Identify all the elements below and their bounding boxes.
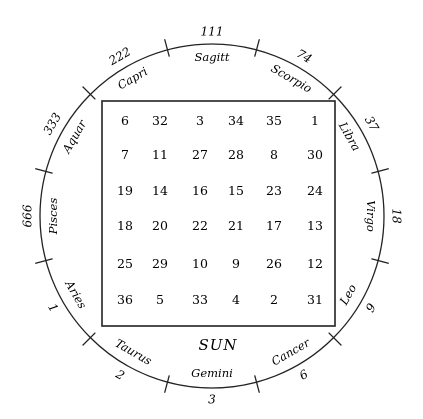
zodiac-divider xyxy=(82,86,96,100)
zodiac-divider xyxy=(35,258,53,264)
square-cell: 33 xyxy=(192,292,208,307)
square-cell: 11 xyxy=(152,147,168,162)
zodiac-sign-label: Pisces xyxy=(46,198,60,236)
zodiac-sign-label: Gemini xyxy=(191,366,233,380)
square-cell: 12 xyxy=(307,256,323,271)
zodiac-number-label: 111 xyxy=(201,25,224,39)
square-cell: 26 xyxy=(266,256,282,271)
square-cell: 25 xyxy=(117,256,133,271)
zodiac-divider xyxy=(254,39,260,57)
square-cell: 31 xyxy=(307,292,323,307)
zodiac-number-label: 1 xyxy=(45,301,61,315)
zodiac-divider xyxy=(82,332,96,346)
zodiac-sign-label: Scorpio xyxy=(269,61,315,96)
zodiac-divider xyxy=(254,375,260,393)
square-cell: 36 xyxy=(117,292,133,307)
zodiac-sign-label: Taurus xyxy=(113,336,155,368)
zodiac-number-label: 666 xyxy=(21,204,35,227)
square-cell: 21 xyxy=(228,218,244,233)
zodiac-divider xyxy=(328,332,342,346)
square-cell: 34 xyxy=(228,113,244,128)
zodiac-number-label: 74 xyxy=(294,46,314,66)
square-cell: 5 xyxy=(156,292,164,307)
square-cell: 30 xyxy=(307,147,323,162)
square-cell: 27 xyxy=(192,147,208,162)
zodiac-divider xyxy=(35,168,53,174)
zodiac-sign-label: Leo xyxy=(336,282,359,308)
zodiac-sign-label: Libra xyxy=(335,119,363,154)
square-cell: 7 xyxy=(121,147,129,162)
square-cell: 9 xyxy=(232,256,240,271)
zodiac-number-label: 37 xyxy=(362,114,382,135)
zodiac-sign-label: Cancer xyxy=(269,335,314,369)
square-cell: 17 xyxy=(266,218,282,233)
zodiac-sign-label: Capri xyxy=(115,64,150,92)
zodiac-number-label: 2 xyxy=(113,366,127,382)
square-cell: 32 xyxy=(152,113,168,128)
square-cell: 8 xyxy=(270,147,278,162)
square-cell: 20 xyxy=(152,218,168,233)
square-cell: 2 xyxy=(270,292,278,307)
zodiac-divider xyxy=(371,258,389,264)
square-cell: 19 xyxy=(117,183,133,198)
zodiac-number-label: 3 xyxy=(208,393,216,407)
square-cell: 3 xyxy=(196,113,204,128)
square-cell: 13 xyxy=(307,218,323,233)
square-cell: 28 xyxy=(228,147,244,162)
zodiac-divider xyxy=(164,39,170,57)
zodiac-sign-label: Sagitt xyxy=(194,50,229,64)
square-cell: 24 xyxy=(307,183,323,198)
square-cell: 18 xyxy=(117,218,133,233)
square-cell: 22 xyxy=(192,218,208,233)
zodiac-number-label: 18 xyxy=(390,208,404,224)
square-caption: SUN xyxy=(198,336,237,354)
zodiac-number-label: 9 xyxy=(363,301,379,315)
zodiac-dividers xyxy=(35,39,389,393)
square-cell: 4 xyxy=(232,292,240,307)
magic-square-frame xyxy=(101,100,336,327)
zodiac-sign-label: Virgo xyxy=(364,200,378,232)
square-cell: 35 xyxy=(266,113,282,128)
square-cell: 6 xyxy=(121,113,129,128)
zodiac-divider xyxy=(371,168,389,174)
square-cell: 16 xyxy=(192,183,208,198)
zodiac-divider xyxy=(328,86,342,100)
square-cell: 23 xyxy=(266,183,282,198)
zodiac-circle xyxy=(39,43,385,389)
square-cell: 29 xyxy=(152,256,168,271)
zodiac-sign-label: Aquar xyxy=(59,116,90,156)
zodiac-number-label: 6 xyxy=(297,367,311,383)
square-cell: 1 xyxy=(311,113,319,128)
zodiac-divider xyxy=(164,375,170,393)
square-cell: 10 xyxy=(192,256,208,271)
square-cell: 15 xyxy=(228,183,244,198)
square-cell: 14 xyxy=(152,183,168,198)
